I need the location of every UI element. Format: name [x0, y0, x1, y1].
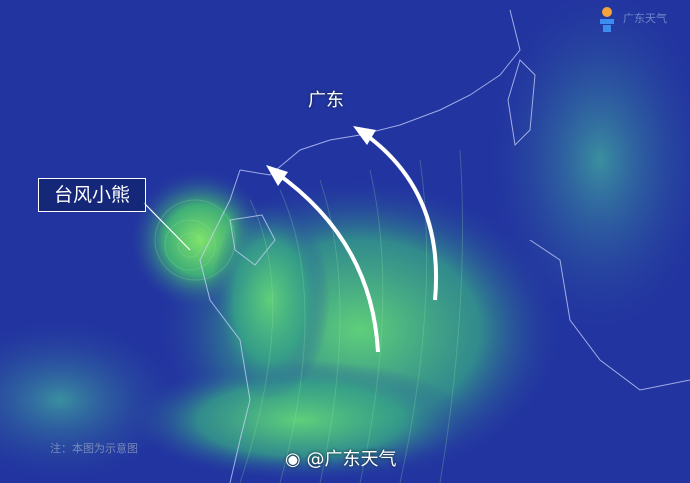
typhoon-pointer: [143, 202, 191, 251]
weibo-watermark: ◉ @广东天气: [285, 449, 396, 471]
weibo-handle: @广东天气: [306, 449, 397, 470]
logo-text: 广东天气: [623, 12, 667, 25]
region-label: 广东: [308, 90, 344, 111]
arrow-head-left: [266, 165, 288, 186]
arrow-head-right: [353, 126, 376, 145]
logo: 广东天气: [595, 4, 667, 34]
coastline: [199, 9, 690, 483]
wind-arrow-left: [273, 170, 380, 353]
note-text: 注：本图为示意图: [50, 442, 138, 455]
weibo-icon: ◉: [285, 449, 301, 470]
sun-lighthouse-icon: [600, 7, 614, 32]
wind-streamlines: [154, 149, 463, 483]
wind-arrow-right: [360, 130, 439, 301]
typhoon-label: 台风小熊: [38, 178, 146, 212]
